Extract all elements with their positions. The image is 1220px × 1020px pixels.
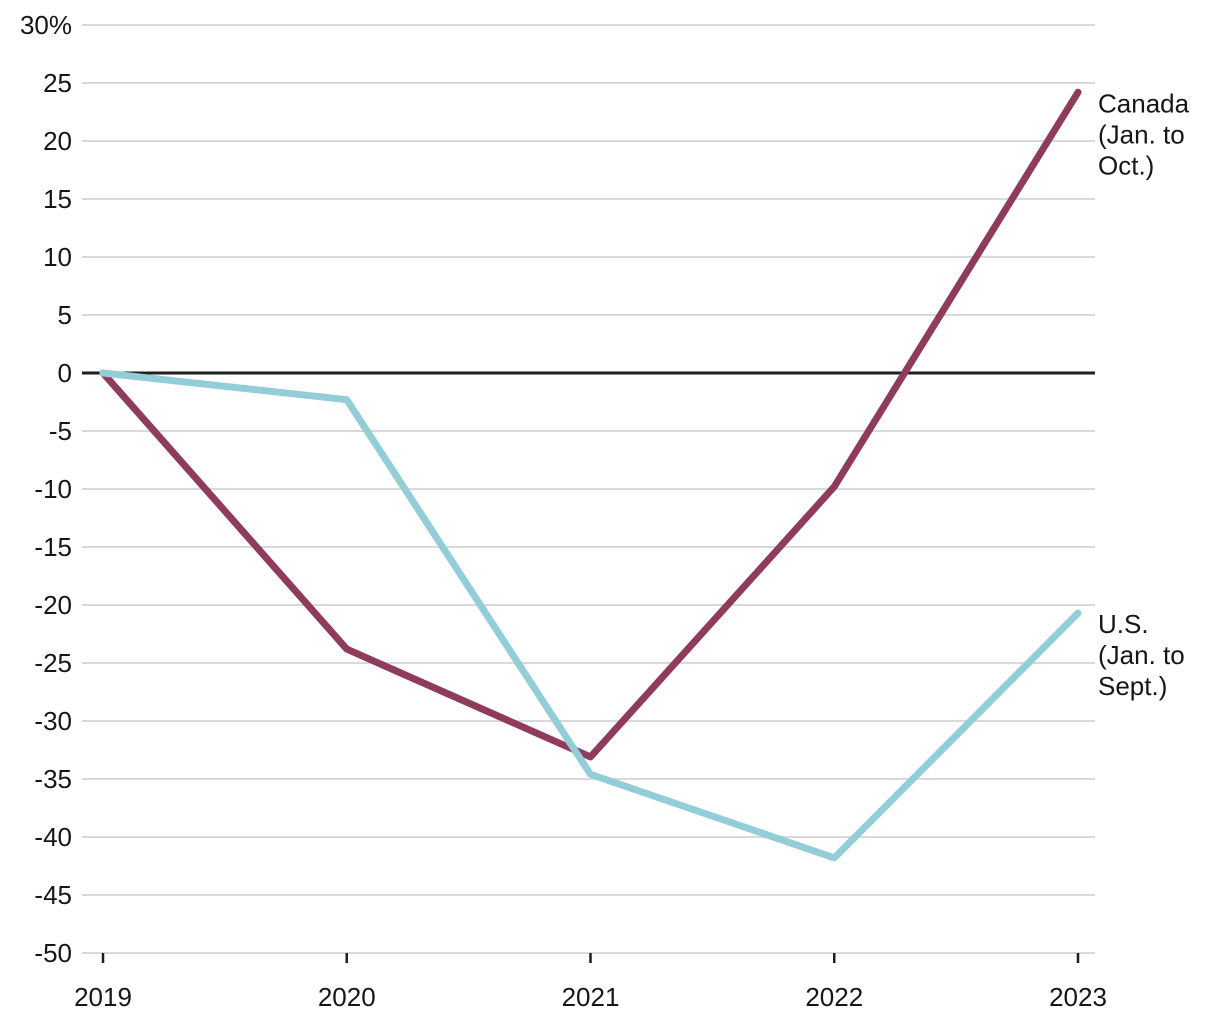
y-axis-tick-label: 15 bbox=[43, 184, 72, 214]
y-axis-tick-label: -5 bbox=[49, 416, 72, 446]
y-axis-tick-label: -45 bbox=[34, 880, 72, 910]
y-axis-tick-label: -10 bbox=[34, 474, 72, 504]
y-axis-tick-label: 20 bbox=[43, 126, 72, 156]
series-line-us bbox=[99, 369, 1082, 862]
x-axis-tick-label: 2022 bbox=[805, 982, 863, 1012]
y-axis-tick-label: -25 bbox=[34, 648, 72, 678]
x-axis-tick-label: 2021 bbox=[562, 982, 620, 1012]
y-axis-tick-label: 0 bbox=[58, 358, 72, 388]
series-line-canada bbox=[99, 88, 1082, 761]
x-axis-tick-label: 2023 bbox=[1049, 982, 1107, 1012]
y-axis-tick-label: -20 bbox=[34, 590, 72, 620]
y-axis-tick-label: 5 bbox=[58, 300, 72, 330]
x-axis-tick-label: 2019 bbox=[74, 982, 132, 1012]
y-axis-tick-label: -15 bbox=[34, 532, 72, 562]
y-axis-tick-label: -30 bbox=[34, 706, 72, 736]
y-axis-tick-label: -50 bbox=[34, 938, 72, 968]
y-axis-tick-label: -35 bbox=[34, 764, 72, 794]
series-label-us: U.S. (Jan. to Sept.) bbox=[1098, 609, 1185, 701]
y-axis-tick-label: 30% bbox=[20, 10, 72, 40]
y-axis-tick-label: 25 bbox=[43, 68, 72, 98]
y-axis-tick-label: -40 bbox=[34, 822, 72, 852]
y-axis-tick-label: 10 bbox=[43, 242, 72, 272]
x-axis-tick-label: 2020 bbox=[318, 982, 376, 1012]
series-label-canada: Canada (Jan. to Oct.) bbox=[1098, 88, 1190, 180]
